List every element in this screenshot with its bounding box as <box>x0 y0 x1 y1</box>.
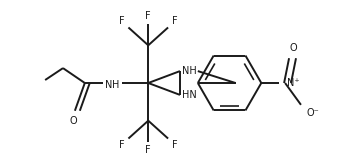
Text: O: O <box>69 116 77 126</box>
Text: N⁺: N⁺ <box>287 78 300 88</box>
Text: NH: NH <box>182 66 197 76</box>
Text: F: F <box>172 16 178 26</box>
Text: HN: HN <box>182 90 197 100</box>
Text: O: O <box>289 43 297 53</box>
Text: F: F <box>145 11 151 21</box>
Text: F: F <box>145 145 151 155</box>
Text: O⁻: O⁻ <box>307 108 320 118</box>
Text: F: F <box>172 140 178 150</box>
Text: F: F <box>119 16 124 26</box>
Text: F: F <box>119 140 124 150</box>
Text: H: H <box>112 80 119 90</box>
Text: N: N <box>105 80 112 90</box>
